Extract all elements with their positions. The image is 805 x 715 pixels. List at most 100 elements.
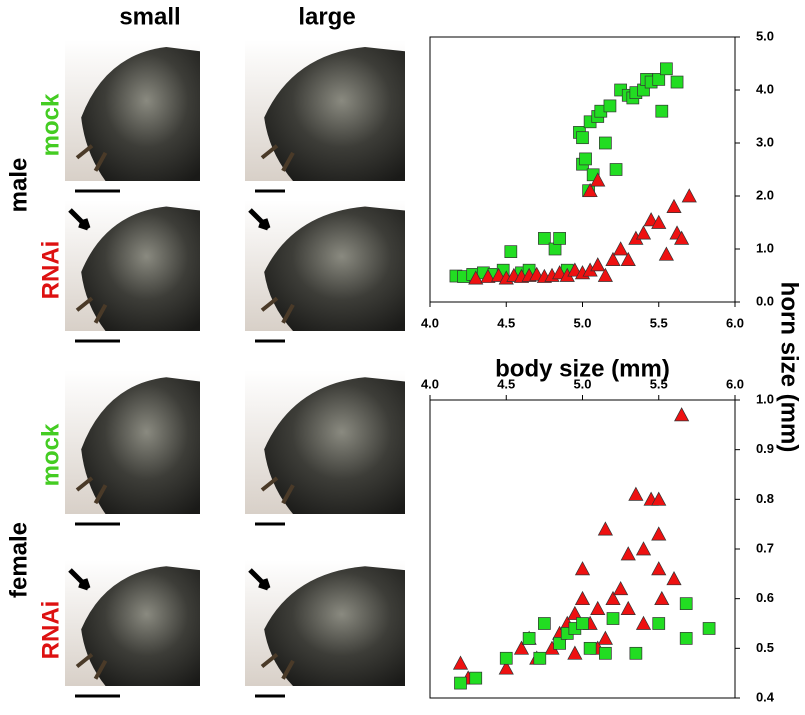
y-tick-label: 5.0 xyxy=(756,28,774,43)
legs xyxy=(75,652,108,680)
triangle-point xyxy=(590,172,606,187)
square-point xyxy=(629,646,643,660)
x-tick-label: 5.5 xyxy=(650,376,668,391)
y-tick-label: 0.5 xyxy=(756,640,774,655)
triangle-point xyxy=(681,188,697,203)
triangle-point xyxy=(574,561,591,576)
triangle-point xyxy=(654,590,670,606)
square-point xyxy=(576,131,589,145)
triangle-point xyxy=(651,526,667,541)
square-point xyxy=(599,136,612,150)
arrow xyxy=(248,208,271,231)
triangle-point xyxy=(620,546,636,561)
square-point xyxy=(670,75,684,89)
square-point xyxy=(652,73,666,86)
square-point xyxy=(499,651,513,665)
beetle-body xyxy=(81,206,200,331)
triangle-point xyxy=(513,640,530,655)
legs xyxy=(260,296,295,324)
y-tick-label: 0.7 xyxy=(756,540,774,555)
triangle-point xyxy=(666,198,682,213)
y-tick-label: 0.4 xyxy=(756,689,775,704)
triangle-point xyxy=(635,225,652,240)
plot-frame xyxy=(429,399,736,699)
arrow xyxy=(248,568,271,591)
y-tick-label: 4.0 xyxy=(756,81,774,96)
square-point xyxy=(553,232,566,245)
triangle-point xyxy=(620,600,636,615)
y-tick-label: 0.9 xyxy=(756,441,774,456)
triangle-point xyxy=(674,230,690,245)
triangle-point xyxy=(590,257,606,272)
x-tick-label: 4.5 xyxy=(497,376,515,391)
treatment-label: RNAi xyxy=(37,601,64,660)
arrow xyxy=(68,568,91,591)
square-point xyxy=(538,617,551,630)
triangle-point xyxy=(582,182,598,198)
legs xyxy=(260,144,295,172)
triangle-point xyxy=(658,246,674,261)
triangle-point xyxy=(613,241,629,256)
square-point xyxy=(652,617,666,630)
beetle-body xyxy=(81,47,200,181)
square-point xyxy=(679,632,693,645)
triangle-point xyxy=(567,605,583,620)
column-label: large xyxy=(298,3,355,30)
x-tick-label: 4.0 xyxy=(421,376,439,391)
y-tick-label: 3.0 xyxy=(756,134,774,149)
square-point xyxy=(679,597,693,610)
legs xyxy=(260,652,295,680)
triangle-point xyxy=(574,590,591,606)
beetle-body xyxy=(264,206,405,331)
triangle-point xyxy=(651,561,667,576)
square-point xyxy=(504,245,518,258)
y-tick-label: 0.0 xyxy=(756,293,774,308)
beetle-body xyxy=(264,566,405,686)
sex-label: female xyxy=(5,522,32,598)
square-point xyxy=(522,632,536,645)
x-axis-label: body size (mm) xyxy=(495,355,670,382)
triangle-point xyxy=(613,580,629,596)
triangle-point xyxy=(628,486,644,501)
beetle-body xyxy=(264,377,405,514)
square-point xyxy=(583,641,597,655)
triangle-point xyxy=(635,541,652,556)
legs xyxy=(75,476,108,505)
photo-panels xyxy=(65,40,405,698)
triangle-point xyxy=(468,270,484,285)
triangle-point xyxy=(635,615,652,630)
legs xyxy=(75,144,108,172)
treatment-label: mock xyxy=(37,93,64,156)
square-point xyxy=(603,99,617,113)
triangle-point xyxy=(452,655,469,670)
column-label: small xyxy=(119,3,180,30)
y-tick-label: 1.0 xyxy=(756,240,774,255)
legs xyxy=(75,296,108,324)
beetle-body xyxy=(81,377,200,514)
beetle-body xyxy=(264,47,405,181)
sex-label: male xyxy=(5,158,32,213)
square-point xyxy=(576,617,589,630)
y-axis-label: horn size (mm) xyxy=(776,282,803,453)
x-tick-label: 4.0 xyxy=(421,315,439,330)
triangle-point xyxy=(597,521,613,536)
triangle-point xyxy=(674,407,690,422)
square-point xyxy=(538,232,551,245)
square-point xyxy=(469,671,483,685)
y-tick-label: 0.6 xyxy=(756,590,774,605)
triangle-point xyxy=(597,630,613,645)
triangle-point xyxy=(567,645,583,660)
square-point xyxy=(548,242,562,256)
square-point xyxy=(599,646,612,660)
triangle-point xyxy=(620,251,636,266)
x-tick-label: 5.0 xyxy=(573,376,591,391)
triangle-point xyxy=(605,590,621,606)
square-point xyxy=(553,637,566,650)
triangle-point xyxy=(590,600,606,615)
triangle-point xyxy=(597,267,613,282)
triangle-point xyxy=(651,214,667,229)
x-tick-label: 6.0 xyxy=(726,315,744,330)
square-point xyxy=(609,163,623,176)
triangle-point xyxy=(480,268,496,283)
